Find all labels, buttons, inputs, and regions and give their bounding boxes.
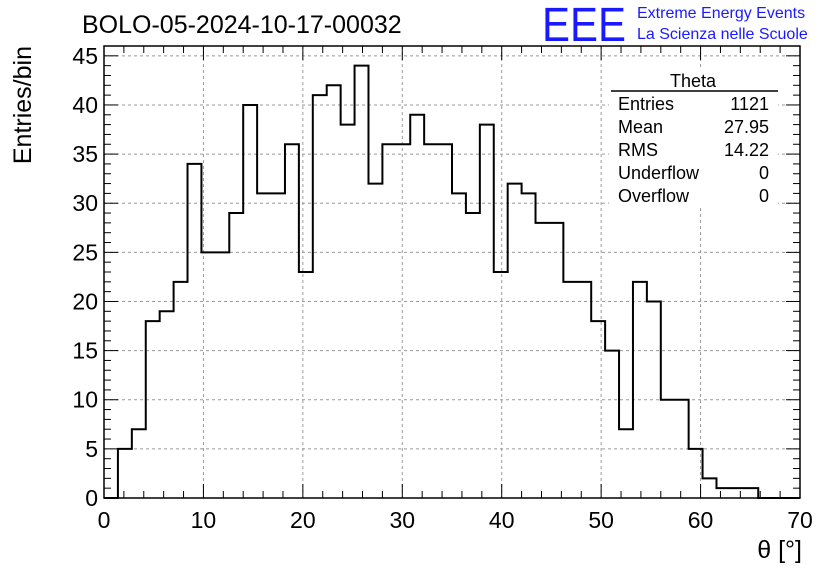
logo-mark: EEE (542, 0, 626, 52)
x-tick-label: 50 (588, 507, 614, 533)
stats-value: 0 (759, 186, 769, 206)
y-tick-labels: 0 5 10 15 20 25 30 35 40 45 (72, 43, 98, 511)
x-tick-label: 20 (290, 507, 316, 533)
y-tick-label: 10 (72, 387, 98, 413)
x-tick-label: 30 (389, 507, 415, 533)
histogram-bin (188, 164, 202, 498)
histogram-bin (271, 193, 285, 498)
histogram-bin (508, 184, 522, 498)
y-axis-label: Entries/bin (9, 46, 37, 164)
y-tick-label: 20 (72, 288, 98, 314)
histogram-bin (132, 429, 146, 498)
stats-title: Theta (670, 71, 717, 91)
histogram-bin (285, 144, 299, 498)
stats-rows: Entries 1121 Mean 27.95 RMS 14.22 Underflow 0 Ov… (618, 94, 769, 206)
histogram-bin (563, 282, 577, 498)
histogram-outline (104, 64, 800, 499)
stats-value: 0 (759, 163, 769, 183)
histogram-bin (355, 66, 369, 498)
histogram-bin (118, 449, 132, 498)
histogram-bin (146, 321, 160, 498)
stats-label: Entries (618, 94, 674, 114)
histogram-bin (619, 429, 633, 498)
histogram-bin (299, 272, 313, 498)
stats-box: Theta Entries 1121 Mean 27.95 RMS 14.22 Underf… (609, 68, 778, 208)
histogram-bin (396, 144, 410, 498)
histogram-bin (327, 85, 341, 498)
stats-label: Mean (618, 117, 663, 137)
histogram-bin (605, 351, 619, 498)
histogram-bin (494, 272, 508, 498)
logo-line-2: La Scienza nelle Scuole (637, 26, 808, 43)
x-tick-label: 0 (98, 507, 111, 533)
x-tick-label: 40 (489, 507, 515, 533)
stats-label: Overflow (618, 186, 690, 206)
histogram-bin (424, 144, 438, 498)
y-tick-label: 0 (85, 485, 98, 511)
histogram-bin (174, 282, 188, 498)
y-tick-label: 15 (72, 338, 98, 364)
eee-logo: EEE Extreme Energy Events La Scienza nel… (542, 0, 808, 52)
x-tick-label: 60 (688, 507, 714, 533)
histogram-bin (744, 488, 758, 498)
y-tick-label: 5 (85, 436, 98, 462)
histogram-bin (577, 282, 591, 498)
histogram-bin (215, 252, 229, 498)
histogram-bin (633, 282, 647, 498)
histogram-bin (410, 115, 424, 498)
histogram-bin (438, 144, 452, 498)
histogram-bin (522, 193, 536, 498)
x-tick-label: 70 (787, 507, 813, 533)
logo-line-1: Extreme Energy Events (637, 5, 805, 22)
x-axis-label: θ [°] (757, 536, 802, 564)
histogram-bin (480, 125, 494, 498)
stats-label: Underflow (618, 163, 700, 183)
y-tick-label: 40 (72, 92, 98, 118)
histogram-bin (382, 144, 396, 498)
x-tick-label: 10 (191, 507, 217, 533)
y-tick-label: 30 (72, 190, 98, 216)
histogram-bin (466, 213, 480, 498)
x-tick-labels: 0 10 20 30 40 50 60 70 (98, 507, 813, 533)
histogram-bin (549, 223, 563, 498)
histogram-bin (229, 213, 243, 498)
y-tick-label: 25 (72, 239, 98, 265)
y-tick-label: 45 (72, 43, 98, 69)
y-tick-label: 35 (72, 141, 98, 167)
histogram-bin (591, 321, 605, 498)
histogram-bin (452, 193, 466, 498)
histogram-bin (536, 223, 550, 498)
histogram-bin (257, 193, 271, 498)
histogram-bin (313, 95, 327, 498)
stats-value: 27.95 (724, 117, 769, 137)
histogram-bin (160, 311, 174, 498)
histogram-bin (368, 184, 382, 498)
histogram-bin (341, 125, 355, 498)
histogram-bin (716, 488, 730, 498)
histogram-series (104, 64, 800, 499)
chart-title: BOLO-05-2024-10-17-00032 (82, 11, 402, 39)
stats-value: 1121 (730, 94, 769, 114)
axis-ticks (103, 45, 801, 499)
histogram-bin (730, 488, 744, 498)
stats-label: RMS (618, 140, 658, 160)
stats-value: 14.22 (724, 140, 769, 160)
histogram-bin (703, 478, 717, 498)
